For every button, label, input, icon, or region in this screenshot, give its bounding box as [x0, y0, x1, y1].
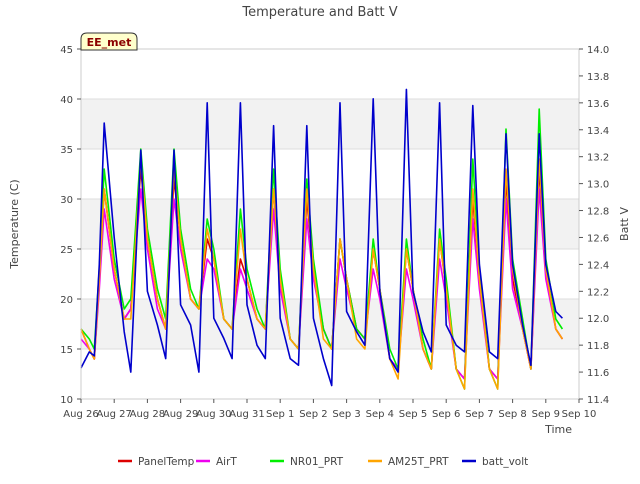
y-tick-label: 20: [60, 295, 73, 306]
site-badge-label: EE_met: [87, 36, 132, 49]
y2-tick-label: 12.6: [587, 233, 609, 244]
x-tick-label: Sep 1: [266, 409, 294, 420]
y2-tick-label: 14.0: [587, 45, 609, 56]
x-tick-label: Aug 28: [130, 409, 165, 420]
y2-tick-label: 12.2: [587, 287, 609, 298]
x-tick-label: Sep 2: [299, 409, 327, 420]
x-tick-label: Aug 27: [96, 409, 131, 420]
x-tick-label: Aug 31: [229, 409, 264, 420]
series-line-am25t-prt: [80, 158, 564, 390]
x-tick-label: Sep 8: [498, 409, 526, 420]
site-badge: EE_met: [80, 32, 138, 51]
shaded-band: [81, 199, 579, 249]
series-line-batt-volt: [80, 88, 563, 387]
chart-title: Temperature and Batt V: [241, 5, 397, 20]
x-axis-label: Time: [544, 423, 572, 436]
y2-tick-label: 13.4: [587, 126, 609, 137]
y-tick-label: 30: [60, 195, 73, 206]
x-tick-label: Aug 29: [163, 409, 198, 420]
y-tick-label: 15: [60, 345, 73, 356]
y-tick-label: 10: [60, 395, 73, 406]
x-tick-label: Sep 6: [432, 409, 460, 420]
y-tick-label: 45: [60, 45, 73, 56]
x-tick-label: Sep 10: [562, 409, 597, 420]
legend-label-am25t-prt: AM25T_PRT: [388, 456, 449, 468]
y2-tick-label: 13.8: [587, 72, 609, 83]
y2-tick-label: 12.0: [587, 314, 609, 325]
x-tick-label: Sep 3: [332, 409, 360, 420]
y-tick-label: 35: [60, 145, 73, 156]
y2-tick-label: 11.6: [587, 368, 609, 379]
legend: PanelTemp AirT NR01_PRT AM25T_PRT batt_volt: [118, 456, 528, 468]
y2-tick-label: 13.2: [587, 153, 609, 164]
legend-label-nr01-prt: NR01_PRT: [290, 456, 344, 468]
y2-tick-label: 12.4: [587, 260, 609, 271]
x-tick-label: Sep 9: [532, 409, 560, 420]
legend-label-batt-volt: batt_volt: [482, 456, 528, 468]
legend-label-airt: AirT: [216, 456, 237, 468]
x-tick-label: Aug 30: [196, 409, 231, 420]
y2-tick-label: 11.8: [587, 341, 609, 352]
x-tick-label: Aug 26: [63, 409, 98, 420]
y-axis-label: Temperature (C): [8, 179, 21, 269]
y-tick-label: 25: [60, 245, 73, 256]
plot-frame: [80, 48, 580, 400]
shaded-band: [81, 99, 579, 149]
x-tick-label: Sep 4: [366, 409, 394, 420]
y2-tick-label: 11.4: [587, 395, 609, 406]
x-tick-label: Sep 7: [465, 409, 493, 420]
x-tick-label: Sep 5: [399, 409, 427, 420]
y2-tick-label: 13.0: [587, 180, 609, 191]
y2-tick-label: 12.8: [587, 207, 609, 218]
y2-axis-label: Batt V: [618, 207, 631, 241]
y-tick-label: 40: [60, 95, 73, 106]
legend-label-paneltemp: PanelTemp: [138, 456, 195, 468]
shaded-band: [81, 299, 579, 349]
y2-tick-label: 13.6: [587, 99, 609, 110]
